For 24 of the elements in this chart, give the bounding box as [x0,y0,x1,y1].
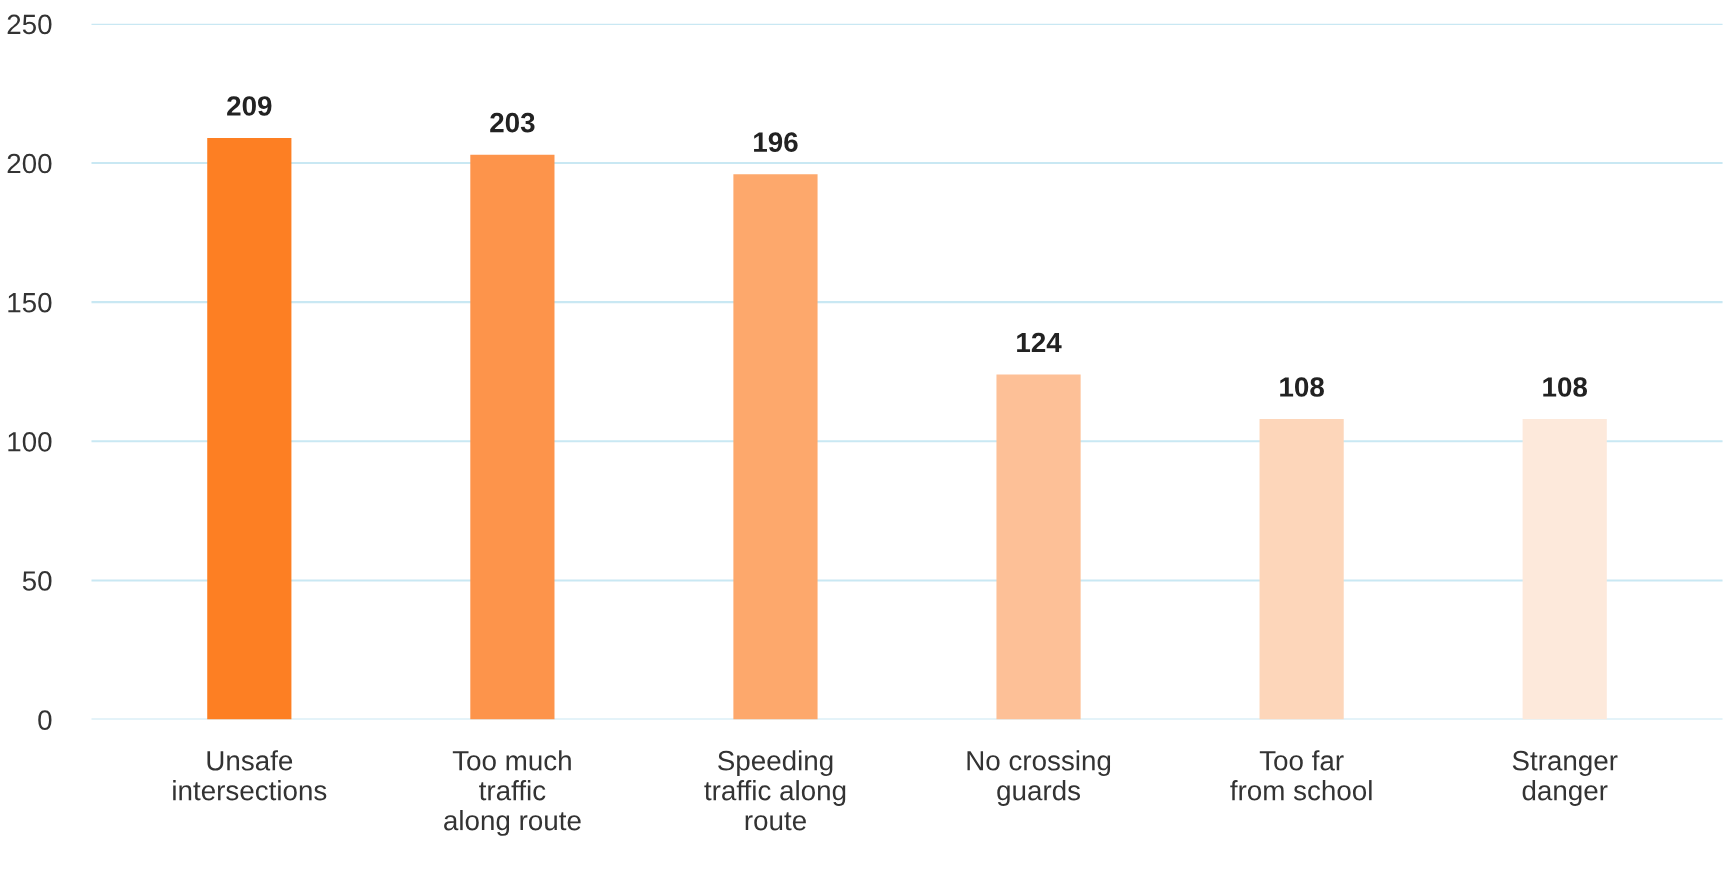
x-tick-label: Too much traffic along route [444,750,581,836]
y-tick-label: 0 [38,710,52,730]
bar [733,174,818,720]
bar [470,154,555,720]
x-tick-label: No crossing guards [967,750,1111,806]
y-tick-label: 150 [8,292,52,313]
x-tick-label: Speeding traffic along route [704,750,846,831]
y-tick-label: 100 [8,431,52,452]
x-tick-label: Stranger danger [1512,750,1618,806]
bar [207,137,292,720]
data-label: 108 [1280,377,1324,397]
y-tick-label: 50 [22,571,52,591]
x-tick-label: Unsafe intersections [173,750,327,801]
bar [1522,419,1607,720]
data-label: 124 [1017,332,1062,353]
data-label: 209 [227,96,272,116]
data-label: 203 [490,112,535,133]
data-label: 196 [754,132,798,152]
data-label: 108 [1543,377,1588,397]
bar [996,374,1081,720]
y-tick-label: 200 [7,153,52,174]
y-tick-label: 250 [7,14,52,35]
bar [1259,419,1344,720]
x-tick-label: Too far from school [1230,750,1372,801]
